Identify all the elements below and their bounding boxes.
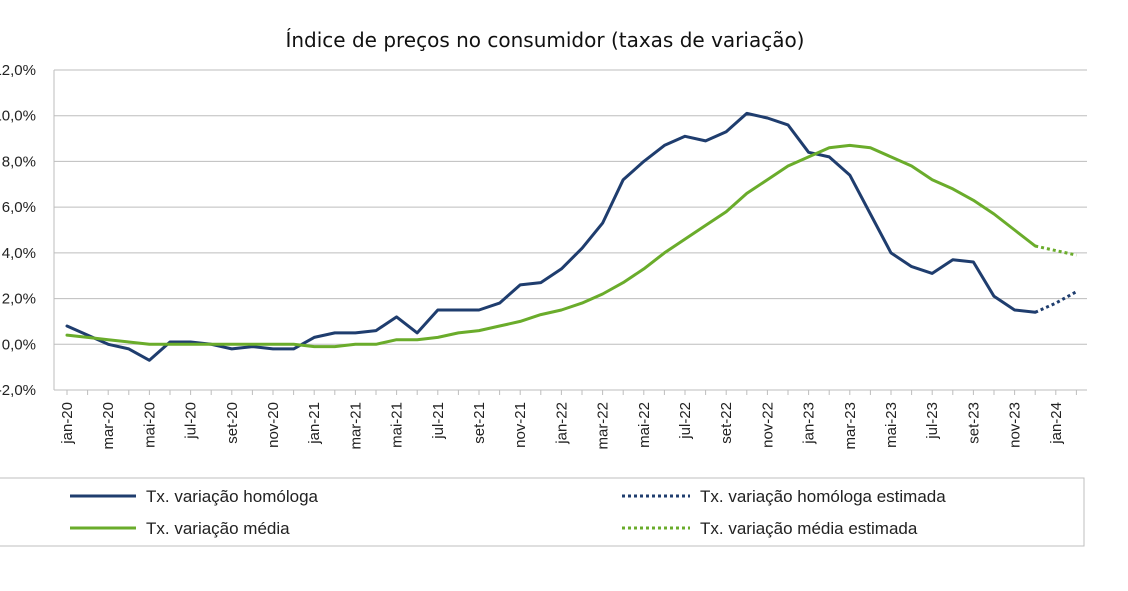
x-axis-tick-labels: jan-20 mar-20 mai-20 jul-20 set-20 nov-20 jan-… (59, 402, 1065, 450)
x-tick-label: mai-21 (389, 402, 406, 448)
x-tick-label: nov-20 (265, 402, 282, 448)
x-tick-label: jul-23 (924, 402, 941, 440)
x-tick-label: jul-22 (677, 402, 694, 440)
x-tick-label: mai-23 (883, 402, 900, 448)
y-tick-label: 2,0% (2, 291, 36, 308)
series-line (65, 143, 1037, 349)
x-tick-label: set-21 (471, 402, 488, 444)
y-tick-label: 12,0% (0, 62, 36, 79)
series-line (65, 111, 1037, 362)
x-tick-label: mar-21 (347, 402, 364, 450)
legend-label: Tx. variação homóloga estimada (700, 487, 946, 506)
y-tick-label: 6,0% (2, 199, 36, 216)
y-tick-label: 0,0% (2, 336, 36, 353)
series-line (1034, 244, 1077, 257)
x-tick-label: mar-22 (595, 402, 612, 450)
series-line (1034, 290, 1078, 314)
legend: Tx. variação homóloga Tx. variação homólo… (0, 477, 1085, 547)
chart-title: Índice de preços no consumidor (taxas de… (285, 28, 804, 52)
y-axis-tick-labels: -2,0% 0,0% 2,0% 4,0% 6,0% 8,0% 10,0% 12,0% (0, 62, 36, 399)
x-tick-label: jan-22 (553, 402, 570, 445)
x-tick-label: set-23 (965, 402, 982, 444)
x-tick-label: jan-24 (1048, 402, 1065, 445)
x-tick-label: set-22 (718, 402, 735, 444)
y-tick-label: 10,0% (0, 108, 36, 125)
y-tick-label: -2,0% (0, 382, 36, 399)
x-tick-label: mar-23 (842, 402, 859, 450)
x-tick-label: mai-20 (141, 402, 158, 448)
x-tick-label: mar-20 (100, 402, 117, 450)
x-tick-label: nov-22 (759, 402, 776, 448)
series-lines (65, 111, 1078, 362)
legend-box (0, 477, 1085, 547)
x-tick-label: set-20 (224, 402, 241, 444)
y-tick-label: 8,0% (2, 153, 36, 170)
y-tick-label: 4,0% (2, 245, 36, 262)
x-tick-label: jul-21 (430, 402, 447, 440)
axes (53, 70, 1077, 395)
x-tick-label: jan-21 (306, 402, 323, 445)
x-tick-label: nov-21 (512, 402, 529, 448)
x-tick-label: mai-22 (636, 402, 653, 448)
legend-label: Tx. variação média estimada (700, 519, 918, 538)
legend-label: Tx. variação homóloga (146, 487, 319, 506)
x-tick-label: jan-23 (801, 402, 818, 445)
x-tick-label: jan-20 (59, 402, 76, 445)
legend-label: Tx. variação média (146, 519, 290, 538)
gridlines (54, 69, 1087, 391)
x-tick-label: jul-20 (183, 402, 200, 440)
x-tick-label: nov-23 (1007, 402, 1024, 448)
